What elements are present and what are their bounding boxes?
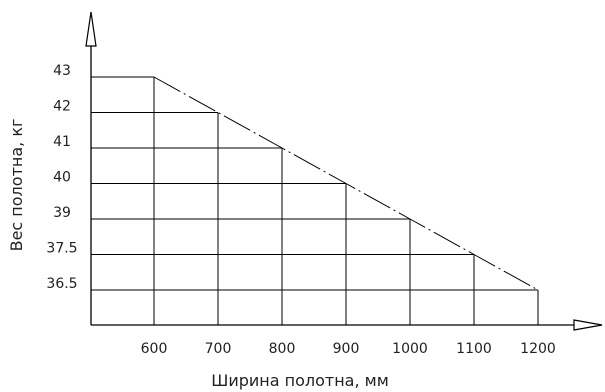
tick-labels: 43 42 41 40 39 37.5 36.5 600 700 800 900 1000 1100 12… <box>46 63 555 357</box>
x-tick-label: 800 <box>269 341 296 357</box>
y-tick-label: 37.5 <box>46 241 77 257</box>
y-tick-label: 40 <box>53 170 71 186</box>
y-axis-arrow <box>85 11 97 47</box>
y-tick-label: 41 <box>53 134 71 150</box>
x-axis-label: Ширина полотна, мм <box>211 371 389 390</box>
x-tick-label: 1000 <box>392 341 428 357</box>
y-tick-label: 39 <box>53 205 71 221</box>
x-tick-label: 900 <box>333 341 360 357</box>
y-axis-label: Вес полотна, кг <box>7 119 26 252</box>
grid <box>91 76 539 325</box>
series-line <box>153 76 539 291</box>
x-tick-label: 700 <box>205 341 232 357</box>
x-tick-label: 1200 <box>520 341 556 357</box>
series <box>153 76 539 291</box>
y-tick-label: 42 <box>53 99 71 115</box>
x-axis-arrow <box>573 319 603 331</box>
y-tick-label: 43 <box>53 63 71 79</box>
x-tick-label: 600 <box>141 341 168 357</box>
axes <box>85 11 603 331</box>
y-tick-label: 36.5 <box>46 276 77 292</box>
x-tick-label: 1100 <box>456 341 492 357</box>
